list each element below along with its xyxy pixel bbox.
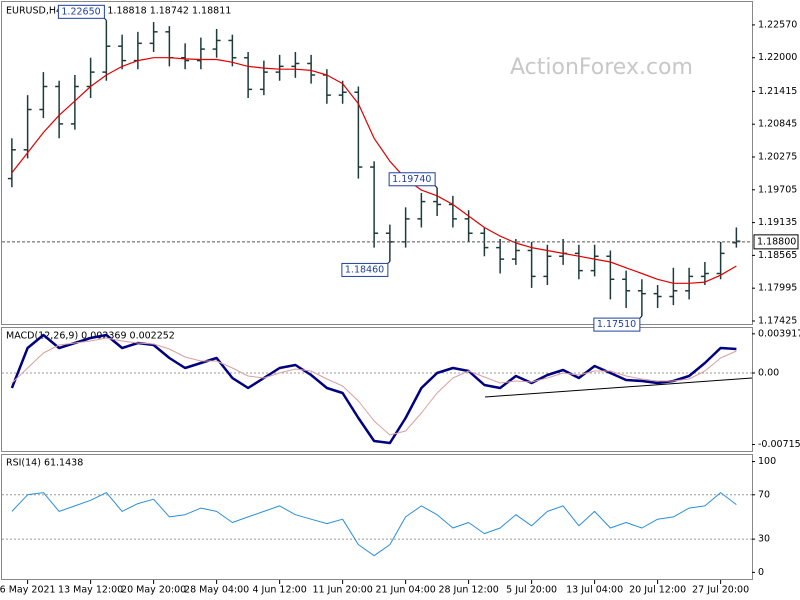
indicator-line [11,337,737,436]
watermark: ActionForex.com [510,55,693,80]
current-price-label: 1.18800 [757,236,796,247]
rsi-title: RSI(14) 61.1438 [6,458,83,469]
x-tick-label: 4 Jun 12:00 [252,585,306,596]
annotation-label: 1.22650 [61,6,100,17]
x-tick-label: 20 Jul 12:00 [629,585,686,596]
y-tick-label: -0.007152 [758,439,800,450]
y-tick-label: 1.17995 [758,283,797,294]
y-tick-label: 30 [758,534,770,545]
y-tick-label: 1.20275 [758,151,797,162]
y-tick-label: 1.21415 [758,86,797,97]
y-tick-label: 1.18565 [758,250,797,261]
x-tick-label: 13 May 12:00 [58,585,123,596]
y-tick-label: 1.22570 [758,19,797,30]
y-tick-label: 1.19135 [758,217,797,228]
annotation-box [57,4,105,19]
rsi-panel [1,454,753,580]
y-tick-label: 0.00 [758,368,779,379]
macd-title: MACD(12,26,9) 0.002369 0.002252 [6,331,175,342]
x-tick-label: 5 Jul 20:00 [506,585,557,596]
price-title: EURUSD,H4 1.18785 1.18818 1.18742 1.1881… [6,6,231,17]
x-tick-label: 28 May 04:00 [184,585,249,596]
y-tick-label: 1.20845 [758,119,797,130]
macd-panel [1,327,753,452]
annotation-label: 1.17510 [597,319,636,330]
y-tick-label: 1.17425 [758,315,797,326]
indicator-line [11,492,737,557]
current-price-box [753,234,799,250]
annotation-box [593,317,641,332]
annotation-label: 1.18460 [345,264,384,275]
price-panel [1,1,753,325]
moving-average [11,57,737,284]
annotation-label: 1.19740 [392,174,431,185]
y-tick-label: 1.22000 [758,52,797,63]
trend-line [484,377,753,398]
x-tick-label: 21 Jun 04:00 [375,585,435,596]
x-tick-label: 20 May 20:00 [121,585,186,596]
x-tick-label: 13 Jul 04:00 [566,585,623,596]
indicator-line [10,333,737,445]
y-tick-label: 70 [758,489,770,500]
annotation-box [341,262,389,277]
x-tick-label: 11 Jun 20:00 [312,585,372,596]
y-tick-label: 0 [758,567,764,578]
annotation-box [388,172,436,187]
x-tick-label: 28 Jun 12:00 [438,585,498,596]
y-tick-label: 1.19705 [758,184,797,195]
x-tick-label: 27 Jul 20:00 [692,585,749,596]
y-tick-label: 0.003917 [758,328,800,339]
x-tick-label: 6 May 2021 [0,585,56,596]
y-tick-label: 100 [758,456,776,467]
